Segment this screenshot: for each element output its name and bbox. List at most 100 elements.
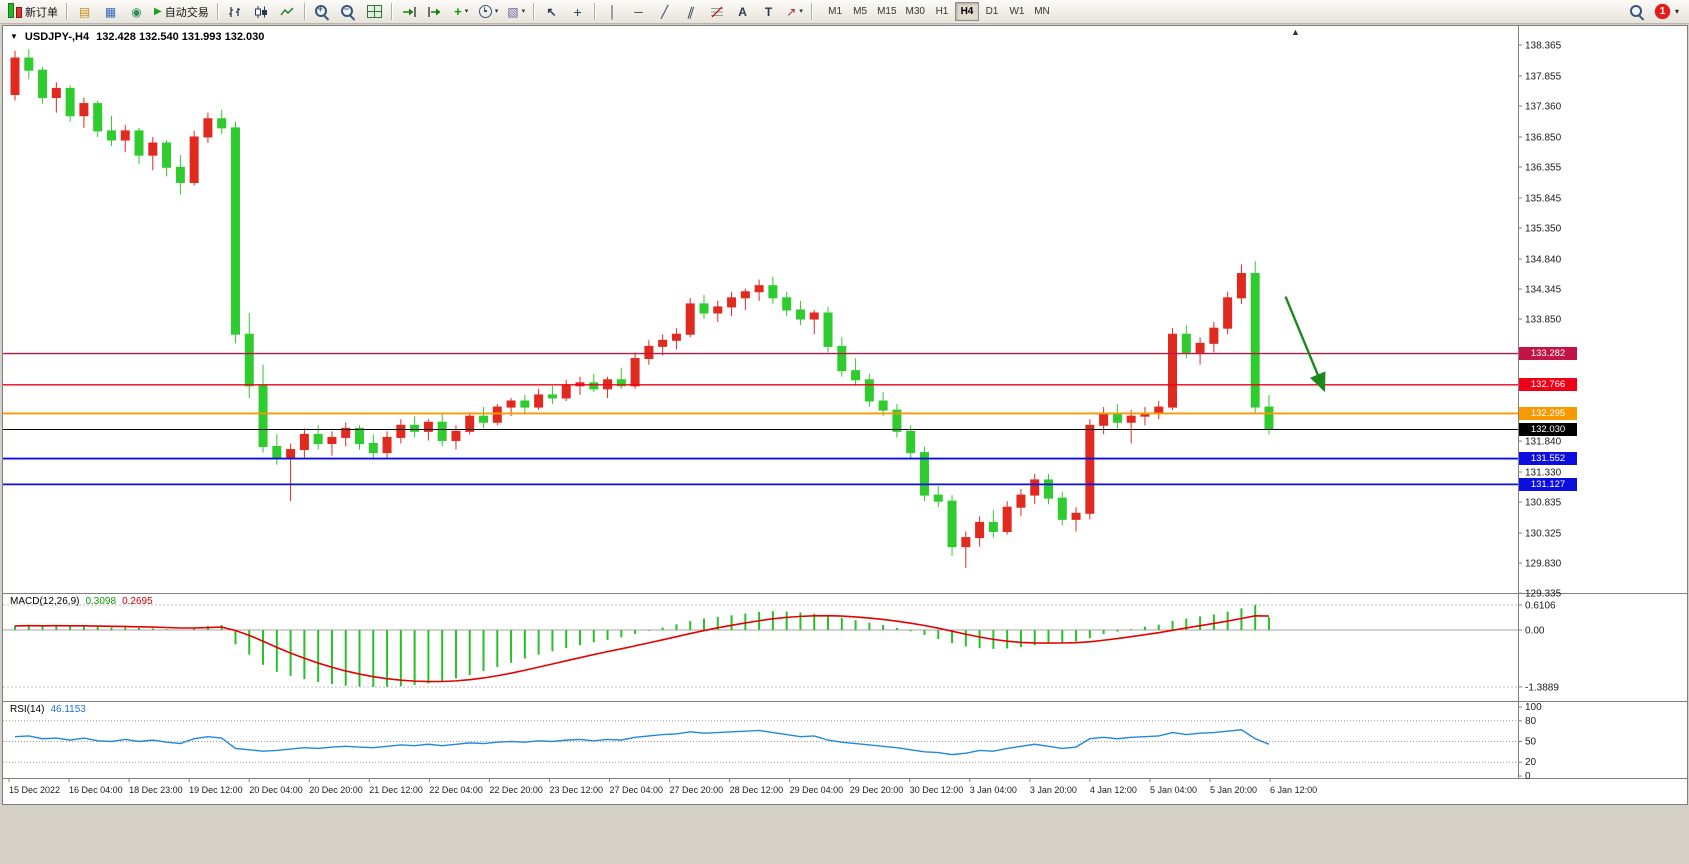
svg-text:137.360: 137.360	[1525, 102, 1562, 113]
horizontal-line-button[interactable]: ─	[626, 1, 651, 22]
autotrading-play-icon: ▶	[154, 5, 162, 17]
macd-axis[interactable]: 0.6106 0.00 -1.3889	[1518, 600, 1559, 693]
svg-text:130.325: 130.325	[1525, 529, 1562, 540]
chart-symbol-period: USDJPY-,H4	[24, 31, 90, 43]
candlestick-chart-button[interactable]	[249, 1, 274, 22]
notification-badge[interactable]: 1	[1654, 4, 1670, 19]
bar-chart-button[interactable]	[223, 1, 248, 22]
svg-text:129.335: 129.335	[1525, 589, 1562, 600]
search-icon	[1629, 4, 1645, 20]
svg-text:131.330: 131.330	[1525, 468, 1562, 479]
macd-signal-value: 0.2695	[122, 596, 153, 607]
auto-scroll-button[interactable]	[397, 1, 422, 22]
new-chart-button[interactable]: ▦	[98, 1, 123, 22]
text-icon: A	[738, 4, 747, 19]
price-axis[interactable]: 138.365 137.855 137.360 136.850 136.355 135.8…	[1518, 41, 1562, 600]
toolbar-right: 1 ▾	[1625, 1, 1685, 22]
market-watch-icon: ◉	[131, 4, 142, 19]
toolbar-separator	[811, 3, 814, 20]
new-order-button[interactable]: 新订单	[4, 1, 62, 22]
clock-icon	[478, 5, 492, 18]
zoom-in-icon: +	[314, 4, 330, 20]
bar-chart-icon	[229, 6, 241, 17]
market-watch-button[interactable]: ◉	[124, 1, 149, 22]
chart-shift-button[interactable]	[423, 1, 448, 22]
svg-text:135.845: 135.845	[1525, 193, 1562, 204]
svg-text:0.6106: 0.6106	[1525, 600, 1556, 611]
chart-shift-icon	[428, 6, 441, 17]
svg-text:131.840: 131.840	[1525, 437, 1562, 448]
svg-text:5 Jan 04:00: 5 Jan 04:00	[1150, 785, 1197, 795]
toolbar-separator	[303, 3, 306, 20]
sell-arrow-annotation[interactable]	[1284, 296, 1326, 393]
timeframe-MN-button[interactable]: MN	[1030, 2, 1054, 21]
horizontal-line-icon: ─	[634, 4, 643, 19]
tile-windows-button[interactable]	[362, 1, 387, 22]
timeframe-M30-button[interactable]: M30	[902, 2, 929, 21]
search-button[interactable]	[1625, 1, 1650, 22]
rsi-axis[interactable]: 100 80 50 20 0	[1518, 702, 1542, 782]
add-indicator-icon: +	[454, 4, 462, 19]
new-order-label: 新订单	[25, 6, 58, 19]
chart-shift-marker-icon[interactable]: ▲	[1291, 27, 1300, 37]
tile-windows-icon	[366, 5, 382, 18]
chevron-down-icon: ▾	[799, 8, 803, 15]
svg-text:3 Jan 20:00: 3 Jan 20:00	[1030, 785, 1077, 795]
toolbar-overflow-icon[interactable]: ▾	[1674, 6, 1679, 16]
svg-text:135.350: 135.350	[1525, 224, 1562, 235]
line-chart-icon	[280, 7, 294, 15]
rsi-name: RSI(14)	[10, 704, 45, 715]
panel-separators[interactable]	[3, 26, 1687, 779]
chart-canvas[interactable]: 138.365 137.855 137.360 136.850 136.355 135.8…	[3, 26, 1687, 804]
svg-text:30 Dec 12:00: 30 Dec 12:00	[910, 785, 964, 795]
svg-text:134.345: 134.345	[1525, 285, 1562, 296]
horizontal-level-lines[interactable]	[3, 352, 1518, 486]
text-button[interactable]: A	[730, 1, 755, 22]
chart-profiles-button[interactable]: ▤	[72, 1, 97, 22]
timeframe-M15-button[interactable]: M15	[873, 2, 900, 21]
timeframe-M1-button[interactable]: M1	[823, 2, 847, 21]
new-chart-icon: ▦	[104, 4, 117, 19]
svg-text:18 Dec 23:00: 18 Dec 23:00	[129, 785, 183, 795]
trendline-button[interactable]: ╱	[652, 1, 677, 22]
timeframe-D1-button[interactable]: D1	[980, 2, 1004, 21]
crosshair-button[interactable]: +	[565, 1, 590, 22]
new-order-icon	[8, 3, 22, 18]
templates-button[interactable]: ▧ ▾	[503, 1, 529, 22]
templates-icon: ▧	[507, 4, 519, 19]
zoom-in-button[interactable]: +	[310, 1, 335, 22]
vertical-line-button[interactable]: │	[600, 1, 625, 22]
arrows-button[interactable]: ↗ ▾	[782, 1, 807, 22]
indicators-button[interactable]: + ▾	[449, 1, 474, 22]
time-axis[interactable]: 15 Dec 2022 16 Dec 04:00 18 Dec 23:00 19 De…	[8, 778, 1317, 795]
text-label-icon: T	[764, 4, 773, 19]
vertical-line-icon: │	[608, 4, 617, 19]
arrows-icon: ↗	[786, 4, 797, 19]
macd-main-value: 0.3098	[85, 596, 117, 607]
svg-text:6 Jan 12:00: 6 Jan 12:00	[1270, 785, 1317, 795]
svg-text:-1.3889: -1.3889	[1525, 682, 1559, 693]
chart-window[interactable]: 138.365 137.855 137.360 136.850 136.355 135.8…	[2, 25, 1688, 805]
autotrading-button[interactable]: ▶ 自动交易	[150, 1, 213, 22]
timeframe-W1-button[interactable]: W1	[1005, 2, 1029, 21]
timeframe-H1-button[interactable]: H1	[930, 2, 954, 21]
periods-button[interactable]: ▾	[475, 1, 503, 22]
channel-button[interactable]: ∥	[678, 1, 703, 22]
text-label-button[interactable]: T	[756, 1, 781, 22]
fibonacci-button[interactable]	[704, 1, 729, 22]
svg-text:0.00: 0.00	[1525, 626, 1545, 637]
timeframe-H4-button[interactable]: H4	[954, 2, 979, 21]
collapse-triangle-icon[interactable]: ▼	[10, 32, 18, 41]
zoom-out-icon: −	[340, 4, 356, 20]
macd-histogram	[14, 604, 1270, 687]
svg-text:137.855: 137.855	[1525, 71, 1562, 82]
channel-icon: ∥	[685, 4, 696, 19]
line-chart-button[interactable]	[275, 1, 300, 22]
chart-title: ▼ USDJPY-,H4 132.428 132.540 131.993 132…	[10, 31, 264, 43]
cursor-button[interactable]: ↖	[539, 1, 564, 22]
zoom-out-button[interactable]: −	[336, 1, 361, 22]
svg-text:134.840: 134.840	[1525, 254, 1562, 265]
timeframe-M5-button[interactable]: M5	[848, 2, 872, 21]
toolbar-separator	[594, 3, 597, 20]
